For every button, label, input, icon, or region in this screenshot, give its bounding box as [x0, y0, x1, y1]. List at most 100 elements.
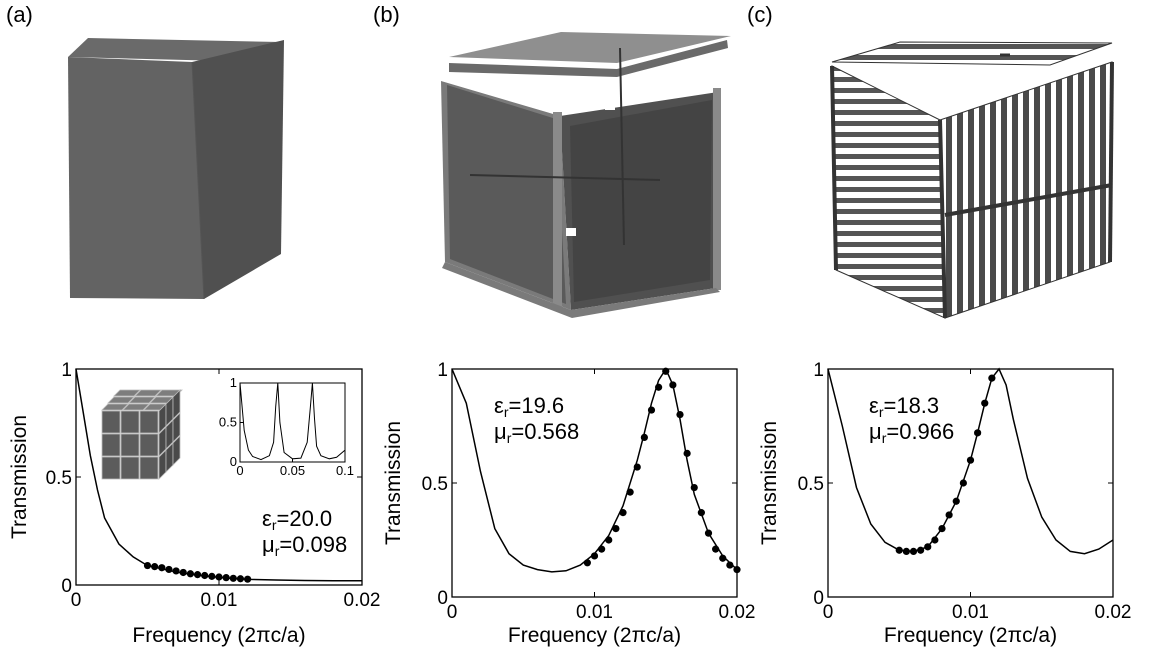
y-tick-label: 0: [437, 588, 448, 609]
y-axis-label: Transmission: [8, 415, 31, 539]
fit-point: [647, 406, 656, 414]
fit-point: [938, 525, 946, 533]
fit-point: [158, 564, 166, 572]
fit-point: [186, 570, 194, 578]
shell-cube-image: [441, 32, 731, 318]
fit-point: [633, 463, 641, 471]
x-tick-label: 0: [71, 590, 82, 611]
fit-point: [605, 536, 613, 544]
y-tick-label: 0: [813, 588, 824, 609]
fit-point: [619, 509, 627, 517]
y-axis-label: Transmission: [382, 421, 405, 545]
cube-cell: [101, 456, 121, 480]
fit-point: [201, 571, 209, 580]
fit-point: [909, 547, 918, 556]
y-tick-label: 1: [437, 360, 448, 381]
fit-point: [712, 545, 720, 553]
inset-curve: [239, 382, 346, 461]
fit-point: [165, 565, 173, 574]
cube-cell: [120, 433, 140, 457]
fit-point: [598, 545, 606, 553]
simulation-curve: [827, 367, 1114, 555]
epsilon-r-value: εr=18.3: [869, 393, 939, 420]
chart-panel-b: 0 0.01 0.02 0 0.5 1 Frequency (2πc/a) Transmiss…: [382, 360, 755, 647]
y-tick-label: 0.5: [46, 468, 72, 489]
supercell-cube-icon: [101, 389, 183, 480]
cube-cell: [172, 389, 181, 420]
cube-cell: [122, 403, 150, 411]
epsilon-r-value: εr=20.0: [262, 506, 332, 533]
fit-point: [662, 367, 670, 375]
fit-point: [683, 449, 691, 457]
mu-r-value: μr=0.568: [494, 419, 579, 446]
panel-label-b: (b): [373, 2, 400, 27]
x-tick-label: 0.01: [952, 602, 989, 623]
fit-point: [704, 529, 713, 537]
cube-cell: [101, 410, 121, 434]
fit-point: [690, 483, 698, 492]
panel-label-c: (c): [747, 2, 773, 27]
fit-point: [917, 546, 925, 554]
fit-point: [924, 543, 932, 551]
fit-point: [236, 575, 245, 583]
fit-point: [208, 572, 216, 580]
fit-point: [222, 574, 230, 582]
solid-cube-image: [68, 38, 284, 300]
fit-point: [640, 433, 648, 441]
x-axis-label: Frequency (2πc/a): [508, 624, 681, 647]
y-tick-label: 0: [61, 576, 72, 597]
fit-point: [151, 563, 159, 571]
x-axis-label: Frequency (2πc/a): [884, 624, 1057, 647]
inset-x-tick-label: 0: [236, 463, 243, 478]
fit-point: [172, 567, 180, 575]
fit-point: [902, 547, 910, 556]
cube-cell: [172, 412, 181, 443]
fit-point: [655, 383, 663, 391]
fit-point: [143, 561, 152, 570]
cube-cell: [172, 435, 181, 466]
fit-point: [966, 456, 975, 464]
x-axis-label: Frequency (2πc/a): [132, 624, 305, 647]
fit-point: [974, 429, 982, 437]
x-tick-label: 0.02: [344, 590, 381, 611]
fit-point: [945, 511, 953, 519]
inset-x-tick-label: 0.1: [336, 463, 354, 478]
fit-point: [215, 573, 223, 581]
fit-point: [988, 374, 996, 382]
mu-r-value: μr=0.966: [869, 419, 954, 446]
fit-point: [726, 561, 734, 569]
y-tick-label: 1: [813, 360, 824, 381]
cube-cell: [107, 396, 135, 404]
fit-point: [590, 552, 599, 560]
chart-panel-a: 0 0.01 0.02 0 0.5 1 Frequency (2πc/a) Transmiss…: [8, 360, 380, 647]
inset-y-tick-label: 0: [230, 454, 237, 469]
fit-point: [583, 559, 591, 567]
x-tick-label: 0: [823, 602, 834, 623]
cube-cell: [139, 410, 159, 434]
cube-cell: [139, 456, 159, 480]
cube-cell: [113, 389, 141, 397]
y-tick-label: 1: [61, 360, 72, 381]
inset-y-tick-label: 0.5: [219, 415, 237, 430]
chart-panel-c: 0 0.01 0.02 0 0.5 1 Frequency (2πc/a) Transmiss…: [758, 360, 1131, 647]
epsilon-r-value: εr=19.6: [494, 393, 564, 420]
fit-point: [626, 488, 634, 496]
fit-point: [733, 566, 741, 574]
y-tick-label: 0.5: [798, 474, 824, 495]
fit-point: [193, 571, 202, 579]
fit-point: [981, 399, 989, 407]
x-tick-label: 0.01: [576, 602, 613, 623]
x-tick-label: 0: [447, 602, 458, 623]
panel-label-a: (a): [6, 2, 33, 27]
mu-r-value: μr=0.098: [262, 532, 347, 559]
fit-point: [959, 479, 967, 487]
fit-point: [676, 411, 684, 419]
simulation-curve: [451, 367, 738, 573]
fit-point: [179, 568, 187, 577]
fit-point: [669, 381, 677, 389]
x-tick-label: 0.02: [1095, 602, 1132, 623]
fit-point: [697, 509, 705, 517]
fit-point: [719, 554, 727, 562]
cube-cell: [120, 456, 140, 480]
